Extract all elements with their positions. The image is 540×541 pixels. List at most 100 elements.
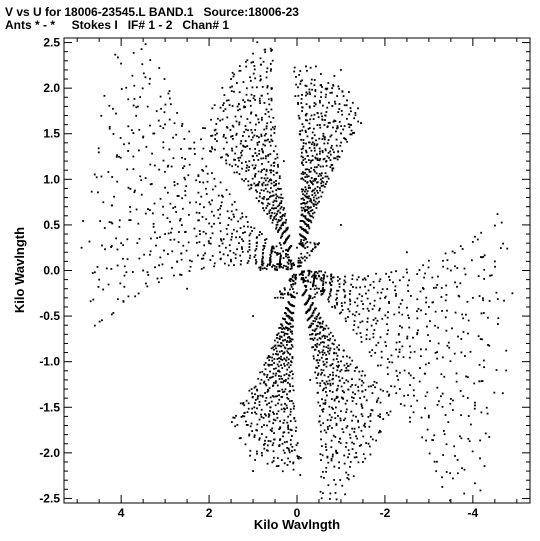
uv-point bbox=[283, 207, 285, 209]
uv-point bbox=[419, 367, 421, 369]
uv-point bbox=[348, 113, 351, 116]
uv-point bbox=[300, 242, 303, 245]
uv-point bbox=[365, 333, 368, 336]
uv-point bbox=[306, 175, 309, 178]
uv-point bbox=[316, 291, 319, 294]
uv-point bbox=[497, 317, 500, 320]
uv-point bbox=[377, 414, 380, 417]
uv-point bbox=[151, 152, 153, 155]
uv-point bbox=[313, 317, 316, 320]
uv-point bbox=[310, 270, 313, 273]
uv-point bbox=[454, 281, 457, 284]
uv-point bbox=[285, 265, 287, 268]
uv-point bbox=[335, 422, 338, 425]
uv-point bbox=[159, 256, 162, 259]
uv-point bbox=[308, 122, 311, 125]
y-tick-label: 2.5 bbox=[43, 36, 60, 50]
uv-point bbox=[370, 385, 372, 388]
uv-point bbox=[340, 385, 343, 388]
uv-point bbox=[280, 459, 283, 461]
uv-point bbox=[455, 380, 458, 383]
uv-point bbox=[289, 288, 291, 291]
uv-point bbox=[377, 341, 380, 344]
uv-point bbox=[272, 219, 274, 222]
uv-point bbox=[292, 402, 295, 405]
uv-point bbox=[321, 290, 324, 292]
uv-point bbox=[242, 144, 244, 147]
uv-point bbox=[328, 156, 330, 159]
uv-point bbox=[122, 300, 125, 303]
uv-point bbox=[331, 87, 334, 90]
y-tick-label: 0.5 bbox=[43, 218, 60, 232]
uv-point bbox=[326, 419, 329, 421]
uv-point bbox=[406, 306, 408, 309]
uv-point bbox=[307, 210, 310, 213]
uv-point bbox=[253, 386, 256, 389]
uv-point bbox=[329, 294, 332, 297]
uv-point bbox=[266, 85, 269, 87]
uv-point bbox=[214, 185, 217, 188]
uv-point bbox=[324, 149, 327, 152]
uv-point bbox=[281, 223, 284, 226]
uv-point bbox=[474, 401, 476, 404]
uv-point bbox=[293, 70, 296, 73]
uv-point bbox=[338, 312, 341, 315]
uv-point bbox=[210, 134, 212, 137]
uv-point bbox=[319, 187, 321, 189]
uv-point bbox=[335, 424, 338, 427]
uv-point bbox=[313, 357, 315, 360]
uv-point bbox=[284, 408, 286, 411]
uv-point bbox=[278, 428, 281, 431]
uv-point bbox=[386, 366, 389, 369]
uv-point bbox=[333, 157, 336, 160]
uv-point bbox=[386, 333, 389, 335]
uv-point bbox=[384, 296, 386, 299]
uv-point bbox=[386, 288, 389, 290]
uv-point bbox=[232, 125, 235, 128]
uv-point bbox=[371, 409, 374, 412]
uv-point bbox=[216, 132, 218, 135]
uv-point bbox=[224, 108, 227, 111]
uv-point bbox=[247, 407, 250, 410]
uv-point bbox=[269, 406, 272, 409]
uv-point bbox=[500, 221, 503, 224]
uv-point bbox=[260, 177, 263, 179]
uv-point bbox=[131, 74, 134, 77]
y-tick-label: 1.5 bbox=[43, 127, 60, 141]
uv-point bbox=[220, 194, 223, 197]
uv-point bbox=[481, 297, 484, 300]
uv-point bbox=[375, 272, 377, 275]
uv-point bbox=[204, 252, 206, 255]
uv-point bbox=[416, 310, 418, 313]
uv-point bbox=[484, 432, 487, 435]
uv-point bbox=[295, 426, 298, 429]
plot-frame bbox=[63, 37, 531, 504]
uv-point bbox=[283, 318, 286, 320]
uv-point bbox=[315, 207, 318, 209]
uv-point bbox=[129, 210, 132, 213]
uv-point bbox=[370, 354, 373, 357]
uv-point bbox=[269, 410, 271, 412]
uv-point bbox=[323, 476, 325, 479]
uv-point bbox=[301, 147, 304, 150]
uv-point bbox=[290, 400, 293, 402]
uv-point bbox=[381, 317, 384, 320]
uv-point bbox=[184, 231, 186, 233]
uv-point bbox=[318, 270, 321, 273]
uv-point bbox=[206, 180, 209, 183]
uv-point bbox=[324, 403, 327, 405]
uv-point bbox=[308, 219, 311, 222]
uv-point bbox=[308, 127, 311, 130]
uv-point bbox=[264, 392, 266, 394]
uv-point bbox=[326, 357, 329, 360]
uv-point bbox=[278, 175, 281, 178]
uv-point bbox=[317, 196, 320, 199]
uv-point bbox=[266, 67, 269, 70]
uv-point bbox=[283, 374, 286, 377]
uv-point bbox=[285, 373, 288, 375]
uv-point bbox=[335, 358, 338, 360]
uv-point bbox=[278, 360, 281, 363]
uv-point bbox=[233, 73, 236, 76]
uv-point bbox=[267, 415, 270, 418]
uv-point bbox=[388, 302, 391, 305]
